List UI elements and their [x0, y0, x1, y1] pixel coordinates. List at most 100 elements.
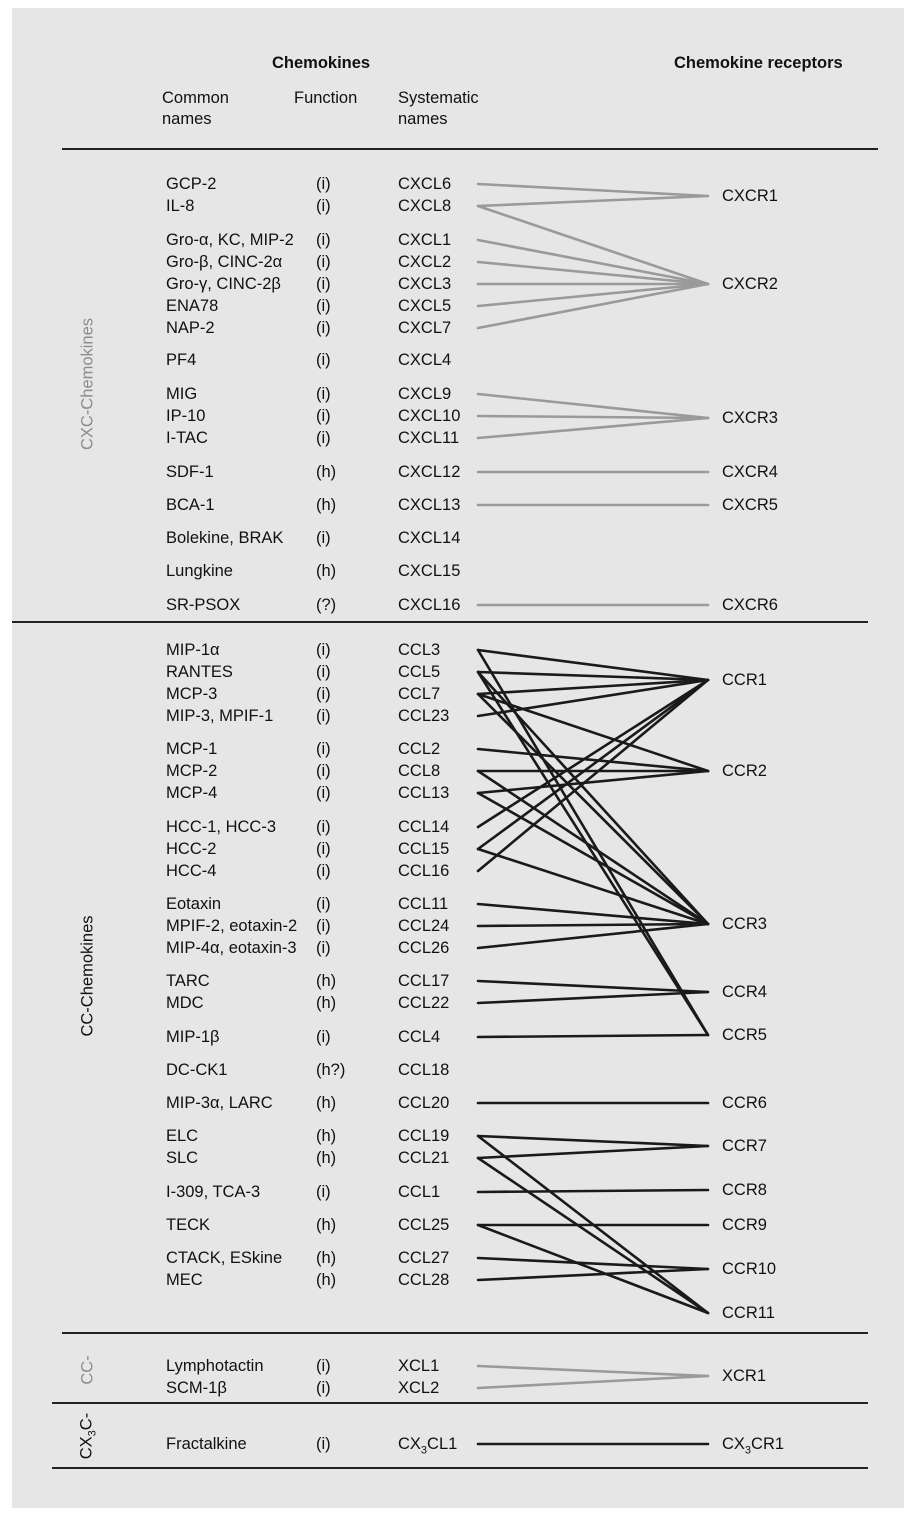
divider-cc-c — [62, 1332, 868, 1334]
chemokine-common-name: BCA-1 — [166, 496, 215, 514]
receptor-label: CCR11 — [722, 1304, 775, 1322]
chemokine-systematic-name: CCL15 — [398, 840, 450, 858]
receptor-label: XCR1 — [722, 1367, 767, 1385]
chemokine-common-name: I-309, TCA-3 — [166, 1183, 261, 1201]
chemokine-systematic-name: CCL18 — [398, 1061, 450, 1079]
chemokine-common-name: RANTES — [166, 663, 233, 681]
link-CXCL11-CXCR3 — [476, 416, 710, 440]
link-CCL7-CCR2 — [476, 692, 710, 773]
chemokine-systematic-name: CXCL5 — [398, 297, 452, 315]
chemokine-function: (i) — [316, 197, 331, 215]
chemokine-function: (i) — [316, 685, 331, 703]
receptor-label: CXCR1 — [722, 187, 778, 205]
chemokine-function: (h) — [316, 1216, 337, 1234]
chemokine-common-name: ENA78 — [166, 297, 219, 315]
chemokine-systematic-name: CXCL11 — [398, 429, 460, 447]
chemokine-common-name: ELC — [166, 1127, 199, 1145]
receptor-label: CCR3 — [722, 915, 767, 933]
receptor-label: CX3CR1 — [722, 1435, 785, 1457]
chemokine-systematic-name: CCL19 — [398, 1127, 450, 1145]
link-CCL13-CCR2 — [476, 769, 710, 795]
group-label-cc: CC-Chemokines — [78, 915, 97, 1037]
chemokine-common-name: HCC-1, HCC-3 — [166, 818, 277, 836]
chemokine-function: (i) — [316, 253, 331, 271]
link-CXCL1-CXCR2 — [476, 238, 710, 286]
chemokine-function: (i) — [316, 275, 331, 293]
link-layer — [476, 182, 710, 1446]
chemokine-common-name: Gro-α, KC, MIP-2 — [166, 231, 294, 249]
chemokine-function: (h) — [316, 1149, 337, 1167]
link-XCL1-XCR1 — [476, 1364, 710, 1378]
chemokine-common-name: HCC-4 — [166, 862, 217, 880]
chemokine-common-name: MCP-1 — [166, 740, 218, 758]
chemokine-systematic-name: CCL7 — [398, 685, 441, 703]
chemokine-common-name: IP-10 — [166, 407, 206, 425]
link-XCL2-XCR1 — [476, 1374, 710, 1390]
chemokine-systematic-name: CXCL14 — [398, 529, 461, 547]
chemokine-common-name: SDF-1 — [166, 463, 214, 481]
link-CCL23-CCR1 — [476, 678, 710, 718]
link-CCL22-CCR4 — [476, 990, 710, 1005]
chemokine-common-name: MIP-1β — [166, 1028, 220, 1046]
link-CCL11-CCR3 — [476, 902, 710, 926]
group-label-c: CC- — [78, 1355, 97, 1385]
chemokine-common-name: CTACK, ESkine — [166, 1249, 283, 1267]
chemokine-systematic-name: CCL24 — [398, 917, 450, 935]
chemokine-function: (h) — [316, 1127, 337, 1145]
chemokine-common-name: MDC — [166, 994, 204, 1012]
chemokine-function: (i) — [316, 319, 331, 337]
chemokine-function: (i) — [316, 407, 331, 425]
chemokine-common-name: DC-CK1 — [166, 1061, 228, 1079]
chemokine-function: (i) — [316, 740, 331, 758]
chemokine-common-name: PF4 — [166, 351, 197, 369]
divider-top — [62, 148, 878, 150]
chemokine-function: (i) — [316, 895, 331, 913]
chemokine-common-name: MIP-3, MPIF-1 — [166, 707, 274, 725]
receptor-label: CCR8 — [722, 1181, 767, 1199]
chemokine-systematic-name: CXCL8 — [398, 197, 452, 215]
function-header: Function — [294, 89, 358, 107]
chemokine-systematic-name: CCL11 — [398, 895, 449, 913]
chemokine-systematic-name: CCL20 — [398, 1094, 450, 1112]
chemokine-systematic-name: CXCL16 — [398, 596, 461, 614]
link-CXCL7-CXCR2 — [476, 282, 710, 330]
link-CCL5-CCR1 — [476, 670, 710, 682]
link-CCL15-CCR1 — [476, 678, 710, 851]
chemokine-systematic-name: CCL16 — [398, 862, 450, 880]
link-CCL5-CCR5 — [476, 670, 710, 1037]
chemokine-systematic-name: CCL21 — [398, 1149, 450, 1167]
receptor-label: CCR4 — [722, 983, 767, 1001]
chemokine-function: (i) — [316, 429, 331, 447]
link-CCL4-CCR5 — [476, 1033, 710, 1039]
link-CCL13-CCR3 — [476, 791, 710, 926]
link-CCL7-CCR1 — [476, 678, 710, 696]
link-CXCL9-CXCR3 — [476, 392, 710, 420]
receptors-header: Chemokine receptors — [674, 54, 843, 72]
chemokine-function: (i) — [316, 351, 331, 369]
chemokine-common-name: MCP-3 — [166, 685, 218, 703]
group-label-cxc: CXC-Chemokines — [78, 317, 97, 451]
chemokine-common-name: Gro-γ, CINC-2β — [166, 275, 281, 293]
chemokines-header: Chemokines — [272, 54, 371, 72]
systematic-names-header: Systematic names — [398, 89, 479, 128]
receptor-label: CCR7 — [722, 1137, 767, 1155]
receptor-label: CXCR5 — [722, 496, 778, 514]
chemokine-common-name: SCM-1β — [166, 1379, 227, 1397]
link-CCL25-CCR11 — [476, 1223, 710, 1315]
link-CCL14-CCR1 — [476, 678, 710, 829]
chemokine-systematic-name: CXCL2 — [398, 253, 452, 271]
chemokine-systematic-name: CXCL9 — [398, 385, 452, 403]
chemokine-common-name: Lymphotactin — [166, 1357, 264, 1375]
chemokine-function: (i) — [316, 1435, 331, 1453]
chemokine-common-name: MCP-2 — [166, 762, 218, 780]
chemokine-common-name: SLC — [166, 1149, 199, 1167]
link-CCL21-CCR11 — [476, 1156, 710, 1315]
chemokine-function: (i) — [316, 818, 331, 836]
chemokine-function: (i) — [316, 939, 331, 957]
link-CCL21-CCR7 — [476, 1144, 710, 1160]
chemokine-common-name: TARC — [166, 972, 210, 990]
chemokine-function: (h) — [316, 496, 337, 514]
chemokine-common-name: Gro-β, CINC-2α — [166, 253, 283, 271]
link-CCL15-CCR3 — [476, 847, 710, 926]
chemokine-systematic-name: CXCL6 — [398, 175, 452, 193]
